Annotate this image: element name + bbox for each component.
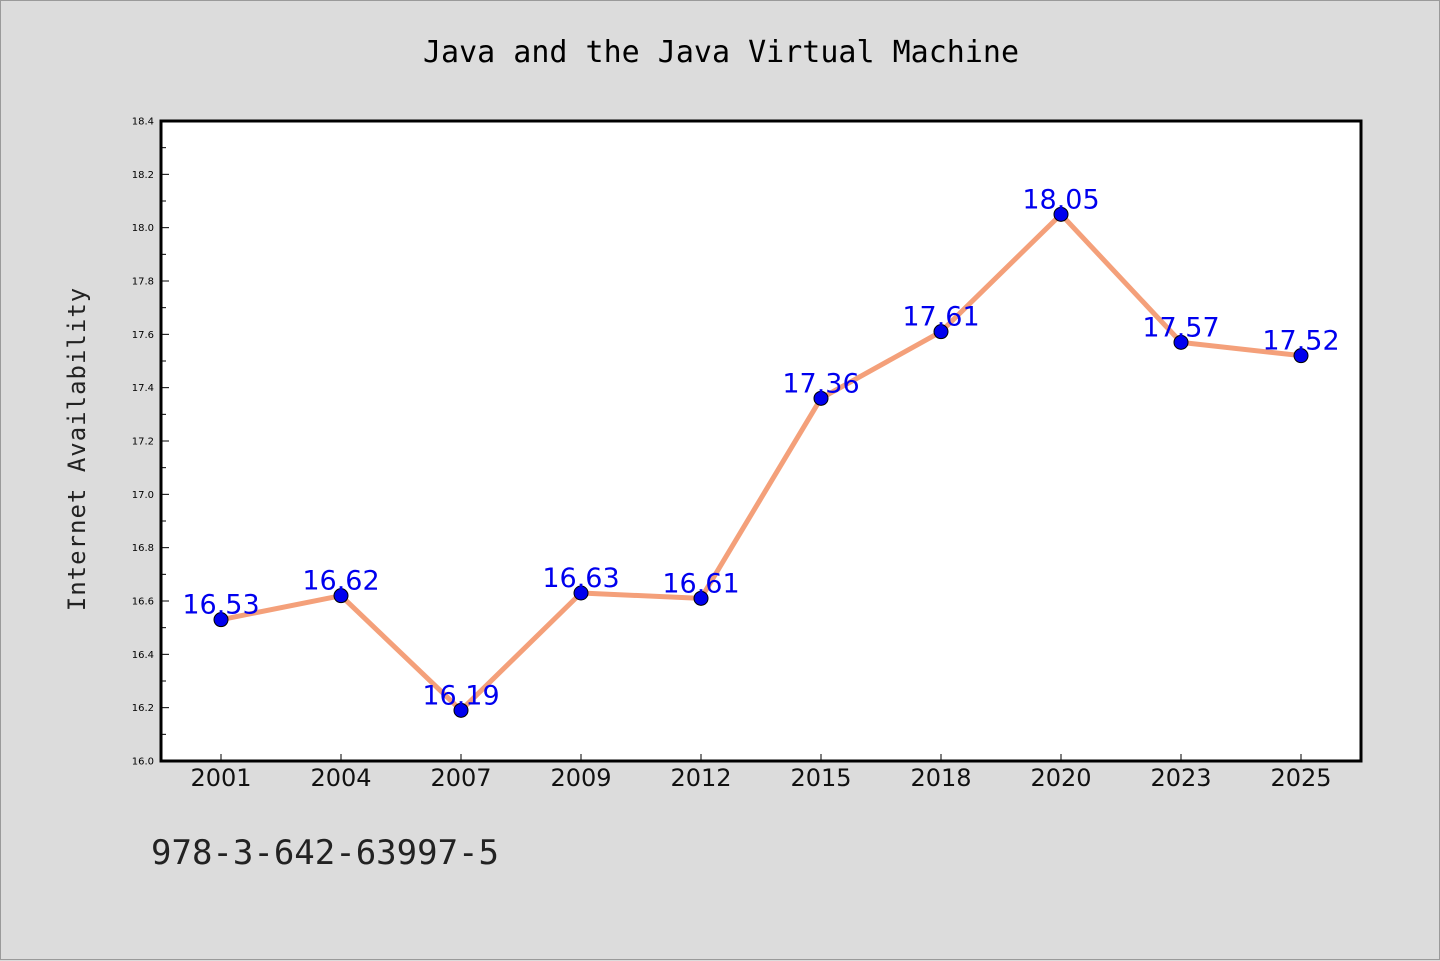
data-point <box>1173 334 1189 350</box>
x-tick-label: 2012 <box>670 764 731 792</box>
y-tick-label: 18.4 <box>132 117 154 128</box>
data-label: 16.19 <box>422 680 499 711</box>
data-label: 17.52 <box>1262 326 1339 357</box>
y-tick-label: 16.2 <box>132 703 154 714</box>
isbn-code: 978-3-642-63997-5 <box>151 833 499 873</box>
data-point <box>453 702 469 718</box>
data-label: 18.05 <box>1022 184 1099 215</box>
chart-title: Java and the Java Virtual Machine <box>422 35 1020 70</box>
data-label: 16.62 <box>302 566 379 597</box>
y-tick-label: 18.0 <box>132 223 154 234</box>
y-tick-label: 17.8 <box>132 277 154 288</box>
data-label: 17.57 <box>1142 312 1219 343</box>
y-tick-label: 17.6 <box>132 330 154 341</box>
x-tick-label: 2001 <box>190 764 251 792</box>
x-tick-label: 2020 <box>1030 764 1091 792</box>
y-tick-label: 16.8 <box>132 543 154 554</box>
data-label: 16.61 <box>662 568 739 599</box>
x-tick-label: 2018 <box>910 764 971 792</box>
data-point <box>213 612 229 628</box>
data-point <box>1053 206 1069 222</box>
y-tick-label: 16.4 <box>132 650 154 661</box>
data-label: 17.61 <box>902 302 979 333</box>
x-tick-label: 2004 <box>310 764 371 792</box>
y-tick-label: 17.0 <box>132 490 154 501</box>
data-point <box>933 324 949 340</box>
x-tick-label: 2025 <box>1270 764 1331 792</box>
data-label: 16.53 <box>182 590 259 621</box>
data-point <box>573 585 589 601</box>
y-tick-label: 17.4 <box>132 383 154 394</box>
x-tick-label: 2015 <box>790 764 851 792</box>
data-label: 17.36 <box>782 368 859 399</box>
data-point <box>813 390 829 406</box>
series-line <box>218 211 1304 713</box>
data-label: 16.63 <box>542 563 619 594</box>
x-tick-label: 2023 <box>1150 764 1211 792</box>
data-point <box>1293 348 1309 364</box>
y-tick-label: 17.2 <box>132 437 154 448</box>
x-tick-label: 2007 <box>430 764 491 792</box>
y-tick-label: 18.2 <box>132 170 154 181</box>
data-point <box>333 588 349 604</box>
y-tick-label: 16.0 <box>132 757 154 768</box>
plot-frame <box>159 119 1363 763</box>
y-tick-label: 16.6 <box>132 597 154 608</box>
data-point <box>693 590 709 606</box>
x-tick-label: 2009 <box>550 764 611 792</box>
